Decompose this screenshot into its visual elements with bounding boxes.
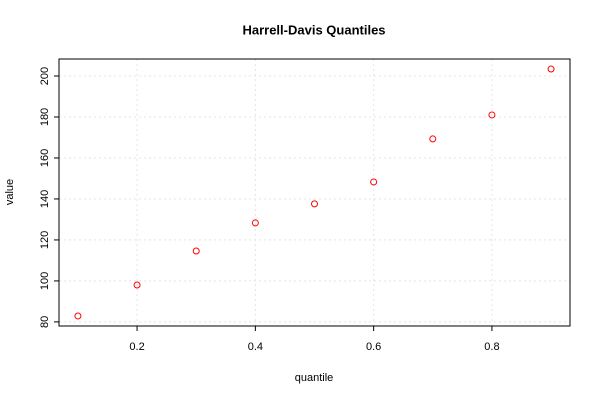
x-tick-label: 0.2 bbox=[129, 341, 144, 353]
y-tick-label: 160 bbox=[39, 149, 51, 167]
point bbox=[370, 178, 378, 186]
point bbox=[192, 247, 200, 255]
point bbox=[547, 65, 555, 73]
point bbox=[74, 312, 82, 320]
x-axis-label: quantile bbox=[295, 372, 334, 384]
y-tick-label: 140 bbox=[39, 190, 51, 208]
y-axis-label: value bbox=[4, 179, 16, 205]
x-tick-label: 0.8 bbox=[484, 341, 499, 353]
y-tick-label: 100 bbox=[39, 272, 51, 290]
x-tick-label: 0.4 bbox=[248, 341, 263, 353]
y-tick-label: 200 bbox=[39, 67, 51, 85]
y-tick-label: 80 bbox=[39, 316, 51, 328]
point bbox=[311, 200, 318, 208]
point bbox=[133, 281, 141, 289]
chart-title: Harrell-Davis Quantiles bbox=[242, 22, 385, 37]
y-tick-label: 120 bbox=[39, 231, 51, 249]
point bbox=[429, 135, 437, 143]
x-tick-label: 0.6 bbox=[366, 341, 381, 353]
plot-frame bbox=[58, 58, 571, 327]
y-tick-label: 180 bbox=[39, 108, 51, 126]
point bbox=[488, 111, 496, 119]
point bbox=[251, 219, 259, 227]
